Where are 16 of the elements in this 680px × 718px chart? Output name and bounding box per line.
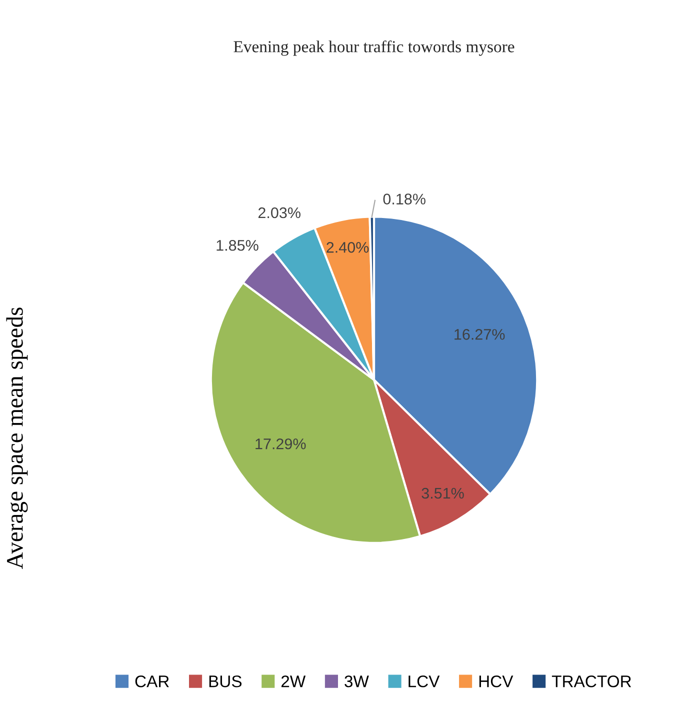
- legend-label: CAR: [135, 675, 169, 688]
- legend-label: HCV: [479, 675, 514, 688]
- data-label: 1.85%: [216, 240, 258, 251]
- legend-label: LCV: [408, 675, 440, 688]
- data-label: 0.18%: [383, 194, 426, 204]
- chart-title: Evening peak hour traffic towords mysore: [234, 40, 514, 56]
- text: Average space mean speeds: [6, 308, 28, 569]
- legend-label: BUS: [209, 675, 242, 688]
- legend-label: 2W: [281, 675, 306, 688]
- data-label: 2.40%: [326, 242, 369, 253]
- data-label: 2.03%: [258, 207, 300, 218]
- data-label: 3.51%: [422, 488, 464, 499]
- data-label: 17.29%: [256, 438, 306, 450]
- data-label: 16.27%: [454, 328, 505, 340]
- legend-label: 3W: [344, 675, 369, 688]
- legend-label: TRACTOR: [552, 675, 632, 688]
